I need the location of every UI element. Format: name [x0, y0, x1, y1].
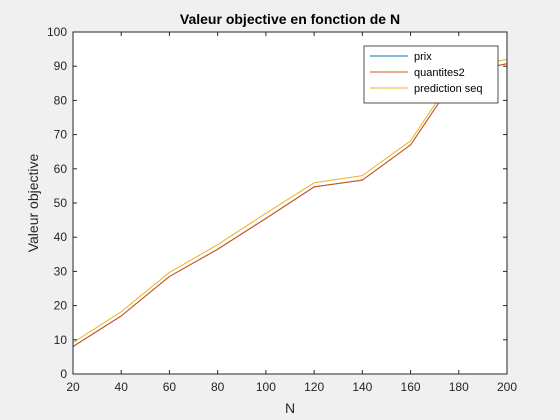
y-tick-label: 80	[54, 93, 68, 107]
x-tick-label: 60	[163, 380, 177, 394]
x-tick-label: 200	[497, 380, 517, 394]
x-axis-label: N	[285, 400, 295, 416]
series-group	[72, 58, 508, 348]
x-tick-label: 20	[66, 380, 80, 394]
series-line-quantites2	[72, 63, 508, 348]
axes-box	[72, 31, 508, 375]
y-tick-label: 20	[54, 299, 68, 313]
y-tick-label: 70	[54, 128, 68, 142]
x-tick-label: 100	[256, 380, 276, 394]
x-tick-label: 80	[211, 380, 225, 394]
legend-label-quantites2: quantites2	[414, 67, 465, 79]
x-tick-label: 160	[401, 380, 421, 394]
y-tick-label: 60	[54, 162, 68, 176]
ticks-group: 20 40 60 80 100 120 140 160 180 200 0 10 20 30 40 50 60 7…	[47, 25, 517, 394]
chart-title: Valeur objective en fonction de N	[180, 11, 400, 27]
x-tick-label: 120	[304, 380, 324, 394]
x-tick-label: 40	[115, 380, 129, 394]
legend-label-prediction-seq: prediction seq	[414, 83, 483, 95]
y-tick-label: 0	[60, 367, 67, 381]
series-line-prediction-seq	[72, 58, 508, 343]
legend-label-prix: prix	[414, 51, 432, 63]
x-tick-label: 180	[449, 380, 469, 394]
y-tick-label: 40	[54, 230, 68, 244]
legend-items: prix quantites2 prediction seq	[370, 51, 483, 95]
y-tick-label: 10	[54, 333, 68, 347]
legend: prix quantites2 prediction seq	[363, 45, 499, 104]
y-tick-label: 100	[47, 25, 67, 39]
y-tick-label: 90	[54, 59, 68, 73]
y-axis-label: Valeur objective	[25, 154, 41, 253]
x-tick-label: 140	[352, 380, 372, 394]
y-tick-label: 50	[54, 196, 68, 210]
y-tick-label: 30	[54, 264, 68, 278]
